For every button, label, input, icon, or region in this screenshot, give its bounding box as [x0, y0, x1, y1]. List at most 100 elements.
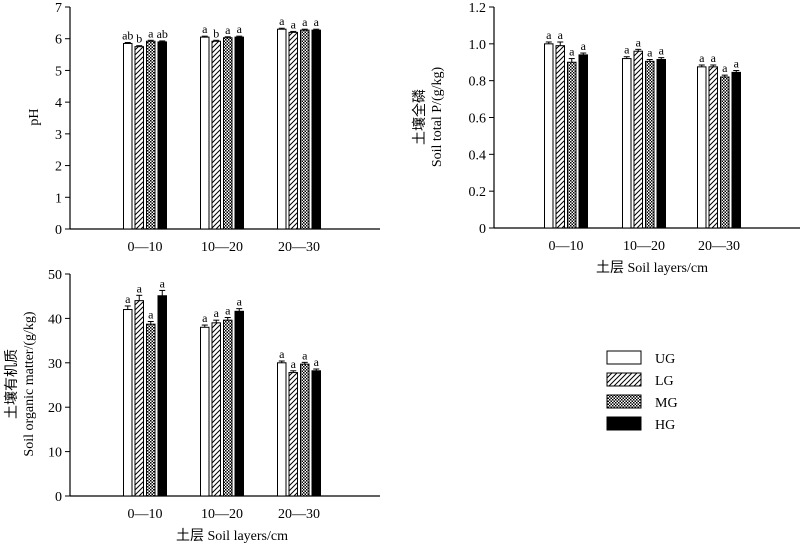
significance-letter: a	[659, 44, 665, 58]
bar-lg-3	[708, 66, 718, 229]
legend-swatch-hg	[606, 416, 642, 431]
bar-lg-1	[555, 45, 565, 229]
bar-hg-3	[731, 71, 741, 229]
bar-ug-1	[544, 43, 554, 229]
y-tick-label: 1.0	[469, 38, 487, 53]
bar-lg-2	[211, 40, 221, 230]
significance-letter: a	[558, 28, 564, 42]
significance-letter: a	[148, 26, 154, 40]
bar-mg-3	[300, 29, 310, 230]
significance-letter: b	[136, 32, 142, 46]
bar-hg-2	[234, 310, 244, 497]
significance-letter: a	[202, 311, 208, 325]
significance-letter: a	[225, 23, 231, 37]
bar-lg-2	[633, 50, 643, 229]
legend-label-hg: HG	[655, 418, 675, 433]
y-tick-label: 0.6	[469, 112, 487, 127]
significance-letter: a	[569, 45, 575, 59]
y-tick-label: 30	[48, 357, 62, 372]
significance-letter: a	[699, 51, 705, 65]
bar-hg-3	[311, 29, 321, 230]
som-xlabel: 土层 Soil layers/cm	[176, 528, 288, 544]
significance-letter: a	[225, 304, 231, 318]
som-ylabel: Soil organic matter/(g/kg)	[22, 311, 37, 456]
ph-ylabel: pH	[27, 108, 42, 125]
tp-xlabel: 土层 Soil layers/cm	[596, 260, 708, 276]
bar-mg-2	[645, 60, 655, 229]
bar-hg-1	[157, 41, 167, 230]
significance-letter: a	[734, 57, 740, 71]
significance-letter: a	[711, 51, 717, 65]
y-tick-label: 1	[55, 191, 62, 206]
y-tick-label: 5	[55, 64, 62, 79]
x-tick-label: 0—10	[128, 507, 163, 522]
y-tick-label: 7	[55, 1, 62, 16]
significance-letter: a	[279, 14, 285, 28]
bar-hg-2	[656, 58, 666, 229]
y-tick-label: 20	[48, 401, 62, 416]
y-tick-label: 40	[48, 312, 62, 327]
y-tick-label: 3	[55, 128, 62, 143]
significance-letter: a	[160, 276, 166, 290]
y-tick-label: 0	[55, 490, 62, 505]
significance-letter: a	[302, 348, 308, 362]
bar-ug-1	[123, 42, 133, 230]
bar-ug-2	[200, 36, 210, 230]
y-tick-label: 0	[55, 223, 62, 238]
bar-mg-1	[146, 323, 156, 497]
y-tick-label: 2	[55, 160, 62, 175]
bar-ug-1	[123, 309, 133, 497]
x-tick-label: 10—20	[623, 239, 665, 254]
bar-ug-3	[697, 66, 707, 229]
x-tick-label: 10—20	[201, 240, 243, 255]
legend-swatch-mg	[606, 394, 642, 409]
bar-lg-3	[288, 31, 298, 230]
significance-letter: a	[636, 35, 642, 49]
bar-hg-3	[311, 370, 321, 497]
legend-swatch-ug	[606, 350, 642, 365]
significance-letter: a	[314, 355, 320, 369]
tp-ylabel: Soil total P/(g/kg)	[430, 66, 445, 167]
bar-mg-2	[223, 37, 233, 230]
significance-letter: a	[125, 292, 131, 306]
x-tick-label: 10—20	[201, 507, 243, 522]
bar-hg-1	[578, 54, 588, 229]
tp-ylabel-cn: 土壤全磷	[411, 89, 428, 145]
significance-letter: a	[722, 61, 728, 75]
significance-letter: a	[581, 39, 587, 53]
legend-label-ug: UG	[655, 352, 675, 367]
bar-ug-2	[622, 58, 632, 229]
significance-letter: a	[647, 45, 653, 59]
significance-letter: a	[279, 347, 285, 361]
bar-mg-1	[146, 40, 156, 230]
legend-label-mg: MG	[655, 396, 678, 411]
bar-lg-3	[288, 372, 298, 497]
y-tick-label: 0.2	[469, 185, 487, 200]
bar-ug-3	[277, 28, 287, 230]
x-tick-label: 0—10	[128, 240, 163, 255]
bar-lg-1	[134, 300, 144, 497]
x-tick-label: 0—10	[549, 239, 584, 254]
significance-letter: a	[137, 281, 143, 295]
significance-letter: a	[546, 28, 552, 42]
significance-letter: a	[237, 295, 243, 309]
bar-mg-3	[720, 76, 730, 229]
y-tick-label: 0.4	[469, 148, 487, 163]
bar-ug-3	[277, 362, 287, 497]
bar-ug-2	[200, 326, 210, 497]
significance-letter: a	[237, 22, 243, 36]
y-tick-label: 4	[55, 96, 62, 111]
significance-letter: a	[291, 17, 297, 31]
bar-lg-2	[211, 322, 221, 497]
bar-hg-2	[234, 36, 244, 230]
significance-letter: a	[148, 308, 154, 322]
y-tick-label: 0	[479, 222, 486, 237]
x-tick-label: 20—30	[278, 240, 320, 255]
y-tick-label: 50	[48, 268, 62, 283]
significance-letter: ab	[157, 27, 168, 41]
significance-letter: a	[202, 22, 208, 36]
bar-mg-1	[567, 61, 577, 229]
significance-letter: ab	[122, 29, 133, 43]
